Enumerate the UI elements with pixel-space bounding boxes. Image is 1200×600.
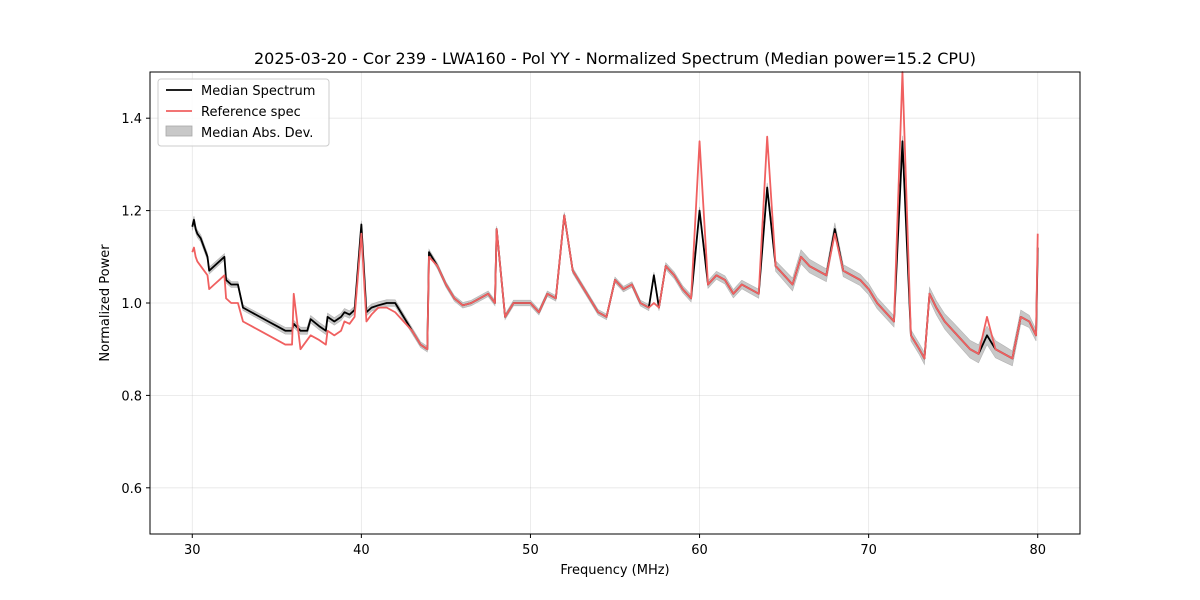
x-tick-label: 70 [860, 543, 877, 558]
reference-spectrum-line [191, 71, 1039, 360]
x-tick-label: 30 [184, 543, 201, 558]
legend-median-label: Median Spectrum [201, 84, 315, 99]
legend-mad-label: Median Abs. Dev. [201, 126, 313, 141]
x-tick-label: 50 [522, 543, 539, 558]
y-tick-label: 1.4 [121, 112, 142, 127]
chart-title: 2025-03-20 - Cor 239 - LWA160 - Pol YY -… [254, 49, 976, 68]
x-tick-label: 40 [353, 543, 370, 558]
series-layer [191, 71, 1039, 360]
y-axis-label: Normalized Power [98, 244, 113, 362]
x-tick-label: 80 [1029, 543, 1046, 558]
y-tick-label: 1.0 [121, 297, 142, 312]
y-tick-label: 0.8 [121, 389, 142, 404]
legend-mad-swatch [165, 125, 193, 137]
x-tick-label: 60 [691, 543, 708, 558]
y-tick-label: 1.2 [121, 205, 142, 220]
legend-box [157, 78, 330, 147]
legend: Median Spectrum Reference spec Median Ab… [157, 78, 330, 147]
axis-ticks: 30 40 50 60 70 80 0.6 0.8 1.0 1.2 1.4 [121, 112, 1046, 558]
y-tick-label: 0.6 [121, 482, 142, 497]
legend-reference-label: Reference spec [201, 105, 301, 120]
x-axis-label: Frequency (MHz) [560, 563, 669, 578]
